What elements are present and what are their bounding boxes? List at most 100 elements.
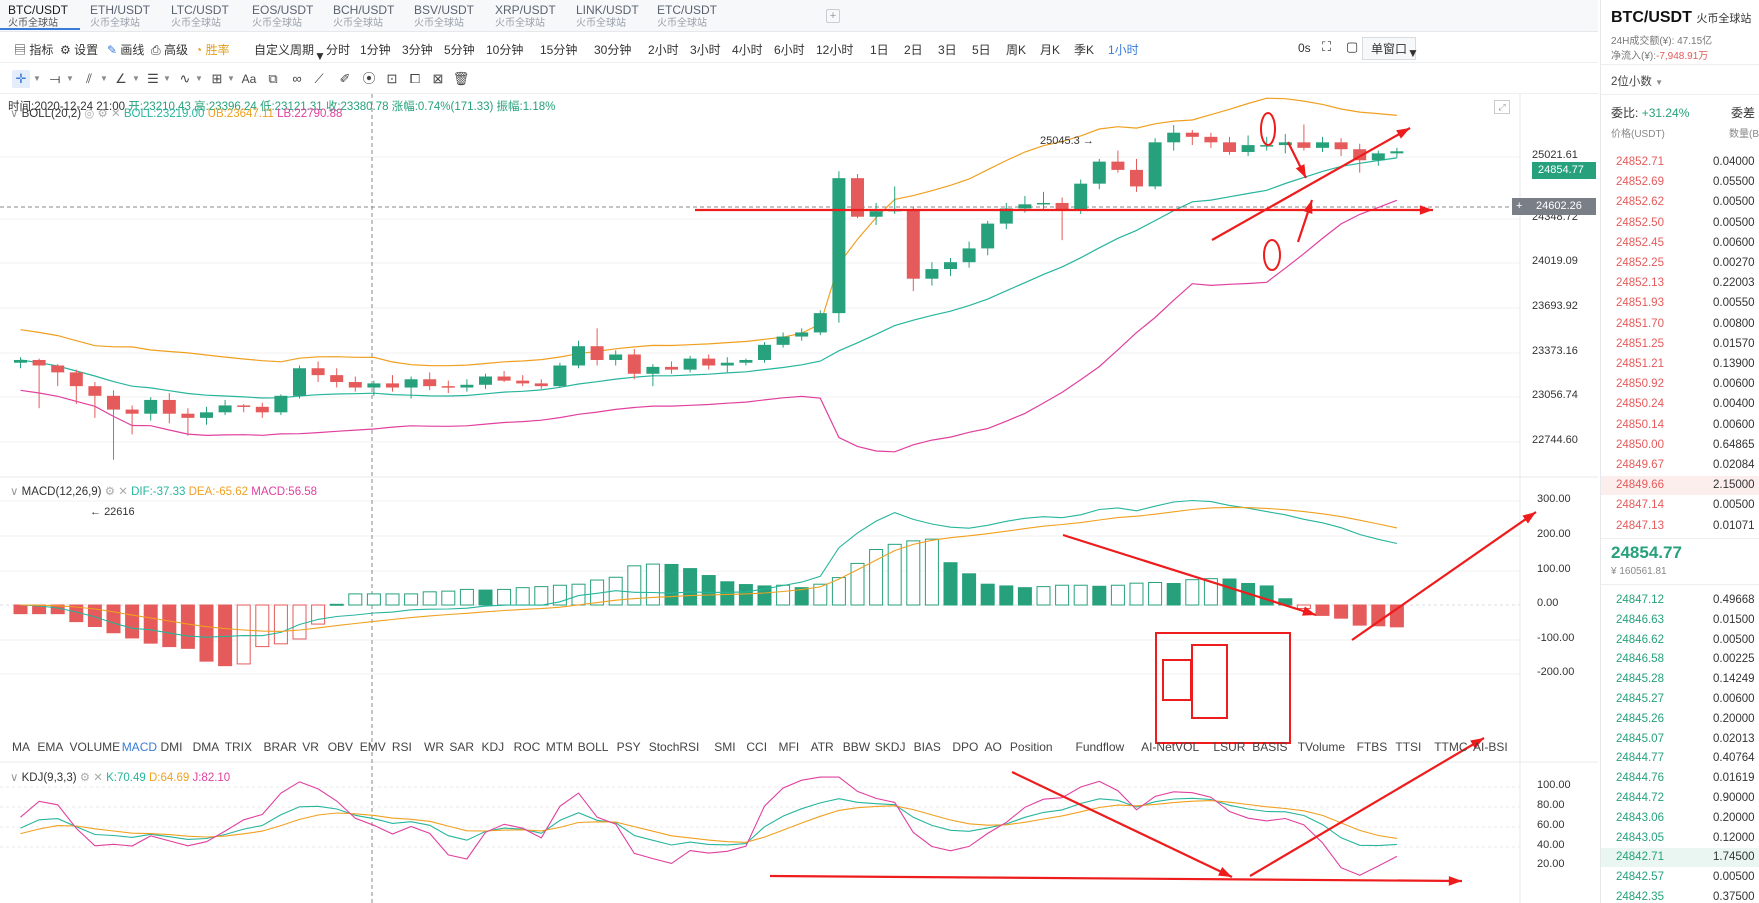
tab-eos-usdt[interactable]: EOS/USDT 火币全球站 [252,4,340,32]
line-tool-icon[interactable]: ⟞ [49,71,61,86]
indicator-cci[interactable]: CCI [746,740,768,754]
indicator-tvolume[interactable]: TVolume [1297,740,1346,754]
bid-row[interactable]: 24844.76 0.01619 [1601,769,1759,788]
indicator-roc[interactable]: ROC [513,740,541,754]
period-9[interactable]: 4小时 [732,43,763,57]
settings-button[interactable]: ⚙ 设置 [60,43,99,57]
win-rate-button[interactable]: ◔ 胜率 [195,43,230,57]
indicator-fundflow[interactable]: Fundflow [1075,740,1125,754]
indicator-bbw[interactable]: BBW [842,740,871,754]
period-1[interactable]: 1分钟 [360,43,391,57]
period-18[interactable]: 季K [1074,43,1095,57]
ask-row[interactable]: 24849.67 0.02084 [1601,456,1759,475]
bid-row[interactable]: 24843.06 0.20000 [1601,809,1759,828]
period-8[interactable]: 3小时 [690,43,721,57]
bid-row[interactable]: 24845.26 0.20000 [1601,710,1759,729]
lock-tool-icon[interactable]: ⊡ [386,71,398,86]
delete-tool-icon[interactable]: 🗑 [452,71,470,86]
text-tool-icon[interactable]: Aa [241,72,257,86]
copy-tool-icon[interactable]: ⧠ [409,71,421,86]
indicator-position[interactable]: Position [1009,740,1053,754]
indicator-ema[interactable]: EMA [37,740,64,754]
indicator-ma[interactable]: MA [12,740,30,754]
ask-row[interactable]: 24850.92 0.00600 [1601,375,1759,394]
ask-row[interactable]: 24852.69 0.05500 [1601,173,1759,192]
angle-tool-icon[interactable]: ∠ [115,71,127,86]
period-5[interactable]: 15分钟 [540,43,578,57]
indicator-macd[interactable]: MACD [121,740,158,754]
ruler-tool-icon[interactable]: ⟋ [314,71,324,86]
bid-row[interactable]: 24846.58 0.00225 [1601,650,1759,669]
ask-row[interactable]: 24852.13 0.22003 [1601,274,1759,293]
measure-tool-icon[interactable]: ⊞ [211,71,223,86]
bid-row[interactable]: 24846.63 0.01500 [1601,611,1759,630]
visibility-tool-icon[interactable]: ⦿ [362,71,376,86]
indicator-sar[interactable]: SAR [449,740,475,754]
period-4[interactable]: 10分钟 [486,43,524,57]
ask-row[interactable]: 24851.93 0.00550 [1601,294,1759,313]
bid-row[interactable]: 24845.28 0.14249 [1601,670,1759,689]
indicator-dma[interactable]: DMA [192,740,220,754]
indicator-vr[interactable]: VR [302,740,319,754]
period-15[interactable]: 5日 [972,43,991,57]
indicator-ao[interactable]: AO [984,740,1002,754]
ask-row[interactable]: 24850.24 0.00400 [1601,395,1759,414]
ask-row[interactable]: 24852.71 0.04000 [1601,153,1759,172]
indicator-smi[interactable]: SMI [714,740,736,754]
indicator-wr[interactable]: WR [424,740,444,754]
period-16[interactable]: 周K [1006,43,1027,57]
bid-row[interactable]: 24844.72 0.90000 [1601,789,1759,808]
indicator-psy[interactable]: PSY [616,740,641,754]
ask-row[interactable]: 24852.45 0.00600 [1601,234,1759,253]
indicator-dmi[interactable]: DMI [160,740,183,754]
add-tab-icon[interactable]: + [826,9,840,23]
indicator-obv[interactable]: OBV [327,740,354,754]
bid-row[interactable]: 24842.71 1.74500 [1601,848,1759,868]
period-11[interactable]: 12小时 [816,43,854,57]
indicator-ttmc[interactable]: TTMC [1434,740,1468,754]
indicator-emv[interactable]: EMV [359,740,386,754]
indicator-lsur[interactable]: LSUR [1213,740,1246,754]
crosshair-tool-icon[interactable]: ✛ [12,70,30,88]
indicator-dpo[interactable]: DPO [952,740,979,754]
fibonacci-tool-icon[interactable]: ☰ [147,71,159,86]
bid-row[interactable]: 24842.35 0.37500 [1601,888,1759,903]
expand-icon[interactable]: ⤢ [1494,100,1510,114]
indicator-rsi[interactable]: RSI [391,740,412,754]
indicator-ttsi[interactable]: TTSI [1395,740,1422,754]
indicator-trix[interactable]: TRIX [224,740,253,754]
tab-ltc-usdt[interactable]: LTC/USDT 火币全球站 [171,4,259,32]
indicator-boll[interactable]: BOLL [577,740,609,754]
indicator-skdj[interactable]: SKDJ [874,740,906,754]
indicator-basis[interactable]: BASIS [1252,740,1288,754]
period-3[interactable]: 5分钟 [444,43,475,57]
pen-tool-icon[interactable]: ✐ [339,71,351,86]
fullscreen-icon[interactable]: ⛶ [1322,39,1332,54]
shape-tool-icon[interactable]: ⧉ [268,71,278,86]
indicator-ai-bsi[interactable]: AI-BSI [1473,740,1508,754]
indicator-ai-netvol[interactable]: AI-NetVOL [1141,740,1200,754]
indicator-kdj[interactable]: KDJ [481,740,505,754]
tab-btc-usdt[interactable]: BTC/USDT 火币全球站 [0,4,96,32]
ask-row[interactable]: 24852.25 0.00270 [1601,254,1759,273]
bid-row[interactable]: 24842.57 0.00500 [1601,868,1759,887]
period-13[interactable]: 2日 [904,43,923,57]
indicator-brar[interactable]: BRAR [263,740,297,754]
period-17[interactable]: 月K [1040,43,1061,57]
indicator-bias[interactable]: BIAS [913,740,941,754]
period-12[interactable]: 1日 [870,43,889,57]
ask-row[interactable]: 24852.50 0.00500 [1601,214,1759,233]
tab-bch-usdt[interactable]: BCH/USDT 火币全球站 [333,4,421,32]
ask-row[interactable]: 24851.70 0.00800 [1601,315,1759,334]
period-6[interactable]: 30分钟 [594,43,632,57]
indicator-mfi[interactable]: MFI [778,740,800,754]
bid-row[interactable]: 24845.07 0.02013 [1601,730,1759,749]
advanced-button[interactable]: ⎙ 高级 [151,43,188,57]
decimals-dropdown[interactable]: 2位小数 ▼ [1611,76,1664,88]
indicator-atr[interactable]: ATR [810,740,834,754]
indicator-ftbs[interactable]: FTBS [1356,740,1388,754]
period-19[interactable]: 1小时 [1108,43,1139,57]
period-14[interactable]: 3日 [938,43,957,57]
tab-xrp-usdt[interactable]: XRP/USDT 火币全球站 [495,4,583,32]
indicator-volume[interactable]: VOLUME [69,740,121,754]
